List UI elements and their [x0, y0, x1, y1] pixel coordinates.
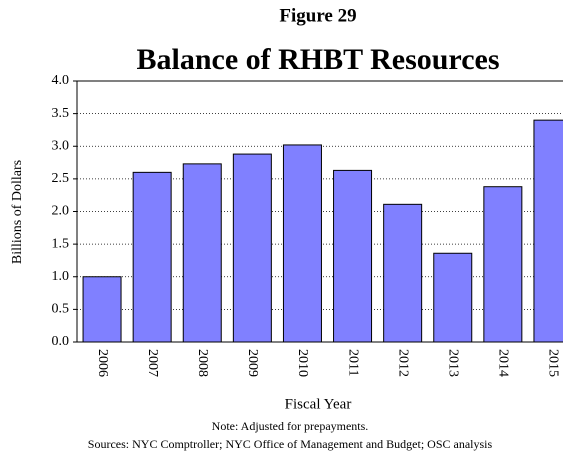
bar — [182, 163, 222, 343]
bar — [533, 119, 563, 343]
y-tick-label: 0.5 — [52, 302, 70, 317]
bar — [282, 144, 322, 343]
y-tick-label: 0.0 — [52, 334, 70, 349]
bar — [232, 153, 272, 343]
x-tick-label: 2010 — [295, 349, 310, 377]
x-tick-label: 2009 — [245, 349, 260, 377]
bar — [132, 171, 172, 343]
chart-title: Figure 29 — [279, 5, 356, 26]
bar — [333, 169, 373, 343]
x-axis-label: Fiscal Year — [285, 396, 352, 412]
x-tick-label: 2012 — [395, 349, 410, 377]
y-tick-label: 1.5 — [52, 236, 70, 251]
x-tick-label: 2007 — [145, 349, 160, 377]
chart-subtitle: Balance of RHBT Resources — [136, 43, 499, 76]
bar — [82, 276, 122, 343]
x-tick-label: 2015 — [546, 349, 561, 377]
bar — [483, 186, 523, 343]
bar — [383, 203, 423, 343]
source: Sources: NYC Comptroller; NYC Office of … — [88, 437, 493, 451]
y-tick-label: 3.5 — [52, 106, 70, 121]
x-tick-label: 2008 — [195, 349, 210, 377]
bar — [433, 252, 473, 343]
x-tick-label: 2011 — [345, 349, 360, 376]
x-tick-label: 2014 — [496, 349, 511, 377]
y-tick-label: 2.0 — [52, 204, 70, 219]
note: Note: Adjusted for prepayments. — [212, 419, 369, 433]
y-axis-label: Billions of Dollars — [10, 160, 25, 264]
y-tick-label: 2.5 — [52, 171, 70, 186]
y-tick-label: 4.0 — [52, 73, 70, 88]
x-tick-label: 2006 — [95, 349, 110, 377]
x-tick-label: 2013 — [446, 349, 461, 377]
y-tick-label: 1.0 — [52, 269, 70, 284]
y-tick-label: 3.0 — [52, 138, 70, 153]
